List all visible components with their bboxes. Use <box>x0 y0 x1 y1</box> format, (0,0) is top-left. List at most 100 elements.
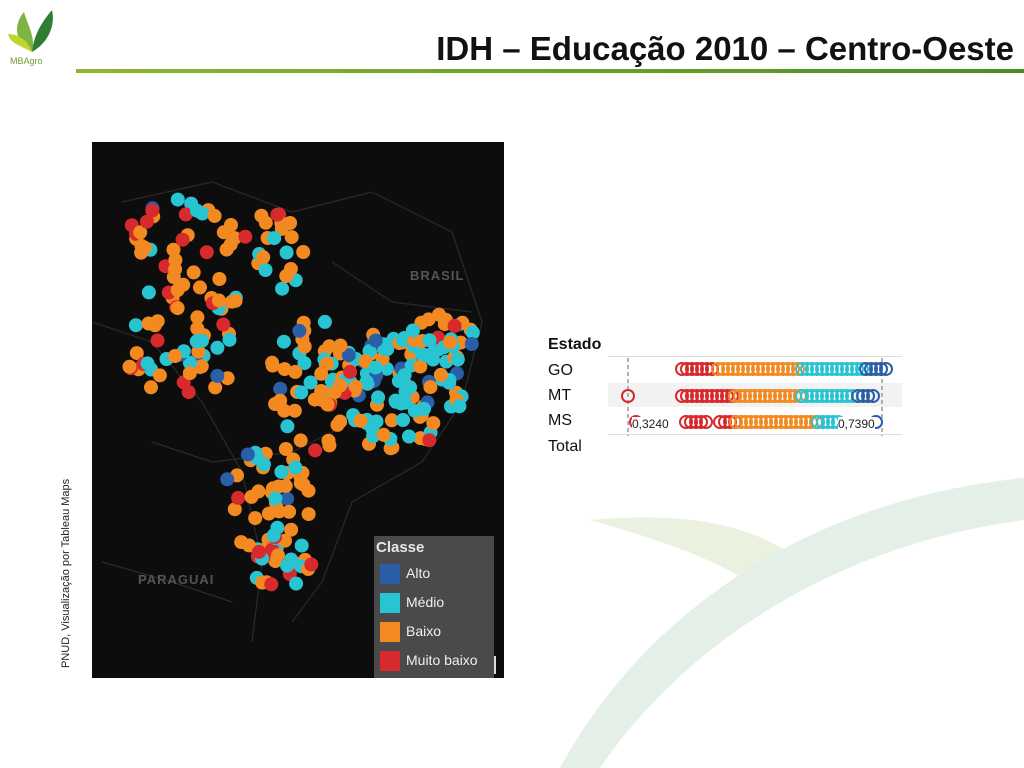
municipality-marker[interactable] <box>288 364 303 379</box>
municipality-marker[interactable] <box>443 335 458 350</box>
municipality-marker[interactable] <box>297 339 312 354</box>
municipality-marker[interactable] <box>396 413 410 427</box>
municipality-marker[interactable] <box>227 231 242 246</box>
municipality-marker[interactable] <box>280 419 295 434</box>
municipality-marker[interactable] <box>417 401 431 416</box>
municipality-marker[interactable] <box>277 362 292 377</box>
municipality-marker[interactable] <box>170 192 185 207</box>
municipality-marker[interactable] <box>380 342 395 357</box>
municipality-marker[interactable] <box>129 346 144 361</box>
municipality-marker[interactable] <box>265 355 280 370</box>
municipality-marker[interactable] <box>304 557 319 572</box>
municipality-marker[interactable] <box>273 393 288 408</box>
municipality-marker[interactable] <box>369 414 384 429</box>
municipality-marker[interactable] <box>301 507 316 522</box>
municipality-marker[interactable] <box>140 356 155 371</box>
municipality-marker[interactable] <box>284 522 299 537</box>
municipality-marker[interactable] <box>276 334 291 349</box>
municipality-marker[interactable] <box>327 385 342 400</box>
municipality-marker[interactable] <box>447 318 462 333</box>
municipality-marker[interactable] <box>207 208 222 223</box>
municipality-marker[interactable] <box>227 502 242 517</box>
municipality-marker[interactable] <box>128 318 143 333</box>
municipality-marker[interactable] <box>368 360 383 375</box>
municipality-marker[interactable] <box>292 323 307 338</box>
municipality-marker[interactable] <box>353 413 368 428</box>
municipality-marker[interactable] <box>199 245 214 260</box>
municipality-marker[interactable] <box>278 442 293 456</box>
municipality-marker[interactable] <box>465 325 480 340</box>
municipality-marker[interactable] <box>279 245 294 260</box>
municipality-marker[interactable] <box>267 231 282 246</box>
municipality-marker[interactable] <box>208 380 223 395</box>
municipality-marker[interactable] <box>450 352 465 367</box>
municipality-marker[interactable] <box>193 280 207 295</box>
municipality-marker[interactable] <box>216 225 231 240</box>
municipality-marker[interactable] <box>322 438 337 453</box>
municipality-marker[interactable] <box>186 265 201 280</box>
municipality-marker[interactable] <box>256 457 271 472</box>
municipality-marker[interactable] <box>333 338 348 353</box>
municipality-marker[interactable] <box>434 367 448 382</box>
municipality-marker[interactable] <box>293 433 308 448</box>
municipality-marker[interactable] <box>183 356 197 370</box>
municipality-marker[interactable] <box>348 379 363 394</box>
municipality-marker[interactable] <box>168 349 182 363</box>
municipality-marker[interactable] <box>219 242 234 257</box>
municipality-marker[interactable] <box>182 366 197 381</box>
municipality-marker[interactable] <box>242 538 256 553</box>
municipality-marker[interactable] <box>181 385 196 400</box>
municipality-marker[interactable] <box>175 232 190 247</box>
municipality-marker[interactable] <box>287 403 302 418</box>
municipality-marker[interactable] <box>384 413 399 428</box>
municipality-marker[interactable] <box>210 368 225 383</box>
idh-map[interactable]: BRASIL PARAGUAI Classe Alto Médio Baixo … <box>92 142 504 678</box>
municipality-marker[interactable] <box>133 225 148 240</box>
municipality-marker[interactable] <box>150 333 165 348</box>
municipality-marker[interactable] <box>170 301 185 316</box>
municipality-marker[interactable] <box>272 504 287 519</box>
municipality-marker[interactable] <box>271 479 286 494</box>
municipality-marker[interactable] <box>122 359 137 374</box>
municipality-marker[interactable] <box>145 203 160 218</box>
municipality-marker[interactable] <box>258 263 273 277</box>
municipality-marker[interactable] <box>141 316 156 331</box>
municipality-marker[interactable] <box>134 238 149 253</box>
municipality-marker[interactable] <box>152 368 167 383</box>
municipality-marker[interactable] <box>176 277 191 292</box>
municipality-marker[interactable] <box>216 317 231 332</box>
municipality-marker[interactable] <box>308 443 323 458</box>
municipality-marker[interactable] <box>317 314 332 329</box>
municipality-marker[interactable] <box>222 332 237 347</box>
municipality-marker[interactable] <box>275 281 290 296</box>
municipality-marker[interactable] <box>359 374 374 389</box>
municipality-marker[interactable] <box>376 427 391 442</box>
municipality-marker[interactable] <box>195 333 209 348</box>
municipality-marker[interactable] <box>195 206 210 221</box>
municipality-marker[interactable] <box>264 577 279 592</box>
municipality-marker[interactable] <box>397 368 412 383</box>
municipality-marker[interactable] <box>274 464 289 479</box>
municipality-marker[interactable] <box>141 285 156 300</box>
municipality-marker[interactable] <box>283 216 298 230</box>
municipality-marker[interactable] <box>426 416 441 431</box>
municipality-marker[interactable] <box>314 366 329 381</box>
municipality-marker[interactable] <box>271 548 285 563</box>
municipality-marker[interactable] <box>294 538 309 553</box>
municipality-marker[interactable] <box>341 348 356 363</box>
municipality-marker[interactable] <box>190 310 205 325</box>
municipality-marker[interactable] <box>258 215 273 230</box>
municipality-marker[interactable] <box>231 490 246 505</box>
municipality-marker[interactable] <box>320 356 335 371</box>
municipality-marker[interactable] <box>282 504 297 519</box>
municipality-marker[interactable] <box>405 323 420 338</box>
municipality-marker[interactable] <box>248 511 263 526</box>
municipality-marker[interactable] <box>268 491 283 506</box>
municipality-marker[interactable] <box>358 354 373 369</box>
municipality-marker[interactable] <box>244 489 259 504</box>
legend-resize-handle[interactable] <box>494 656 496 674</box>
municipality-marker[interactable] <box>280 491 295 506</box>
municipality-marker[interactable] <box>402 429 416 444</box>
municipality-marker[interactable] <box>343 364 358 379</box>
municipality-marker[interactable] <box>366 429 381 444</box>
